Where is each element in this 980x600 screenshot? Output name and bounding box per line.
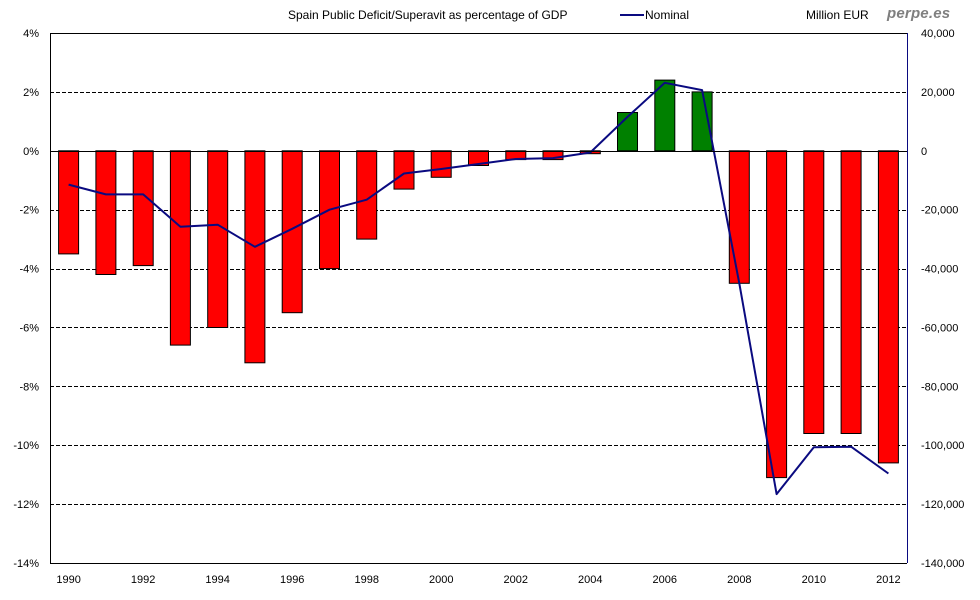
right-tick-label: 0	[921, 146, 927, 158]
bar-1995	[244, 150, 266, 364]
bar-2000	[430, 150, 452, 178]
left-tick-label: -12%	[13, 499, 39, 511]
legend-line-swatch	[620, 14, 644, 16]
legend-label-nominal: Nominal	[645, 8, 690, 22]
x-tick-label: 1990	[56, 574, 80, 586]
right-tick-label: -40,000	[921, 264, 958, 276]
right-tick-label: 20,000	[921, 87, 955, 99]
x-tick-label: 2010	[802, 574, 826, 586]
x-tick-label: 1994	[205, 574, 229, 586]
bar-2008	[728, 150, 750, 284]
bar-1991	[95, 150, 117, 275]
x-tick-label: 2008	[727, 574, 751, 586]
nominal-line-layer	[68, 81, 889, 496]
bar-2010	[803, 150, 825, 435]
right-tick-label: -100,000	[921, 440, 964, 452]
x-tick-label: 2004	[578, 574, 602, 586]
right-axis-unit-label: Million EUR	[806, 8, 869, 22]
right-tick-label: 40,000	[921, 28, 955, 40]
tick-labels: 4% 2% 0% -2% -4% -6% -8% -10% -12% -14% 40,000 20,0…	[13, 28, 964, 586]
chart-title: Spain Public Deficit/Superavit as percen…	[288, 8, 568, 22]
bar-1999	[393, 150, 415, 190]
bar-1993	[169, 150, 191, 346]
legend: Nominal	[620, 8, 689, 22]
x-tick-label: 1992	[131, 574, 155, 586]
x-tick-label: 2000	[429, 574, 453, 586]
bar-1994	[207, 150, 229, 328]
x-tick-label: 1996	[280, 574, 304, 586]
left-tick-label: -4%	[19, 264, 39, 276]
x-tick-label: 2002	[504, 574, 528, 586]
bar-1998	[356, 150, 378, 240]
left-tick-label: 4%	[23, 28, 39, 40]
left-tick-label: -10%	[13, 440, 39, 452]
bar-1996	[281, 150, 303, 314]
left-tick-label: 0%	[23, 146, 39, 158]
bar-1992	[132, 150, 154, 267]
right-tick-label: -80,000	[921, 381, 958, 393]
bar-2001	[468, 150, 489, 167]
left-tick-label: 2%	[23, 87, 39, 99]
left-tick-label: -8%	[19, 381, 39, 393]
nominal-line	[68, 81, 889, 496]
x-tick-label: 1998	[354, 574, 378, 586]
x-tick-label: 2012	[876, 574, 900, 586]
x-tick-label: 2006	[653, 574, 677, 586]
bar-2009	[766, 150, 788, 479]
axes	[50, 33, 908, 564]
right-tick-label: -140,000	[921, 558, 964, 570]
right-tick-label: -60,000	[921, 322, 958, 334]
left-tick-label: -2%	[19, 205, 39, 217]
left-tick-label: -14%	[13, 558, 39, 570]
gridlines	[50, 92, 907, 505]
right-tick-label: -20,000	[921, 205, 958, 217]
bar-2006	[654, 79, 676, 152]
bar-1990	[58, 150, 80, 255]
brand-logo: perpe.es	[887, 5, 951, 22]
bar-2003	[542, 150, 564, 161]
bars	[58, 79, 899, 479]
bar-2011	[840, 150, 862, 435]
bar-2012	[877, 150, 899, 464]
right-tick-label: -120,000	[921, 499, 964, 511]
left-tick-label: -6%	[19, 322, 39, 334]
